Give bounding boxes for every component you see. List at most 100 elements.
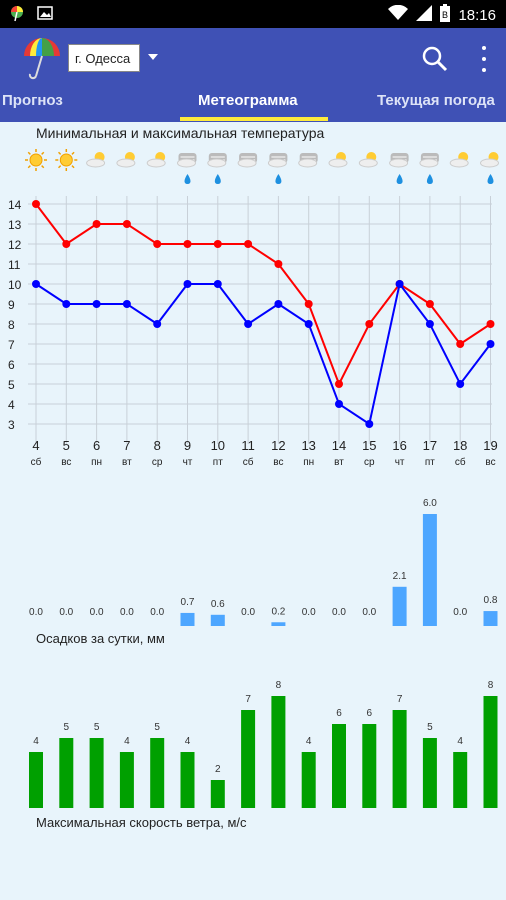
precip-value-label: 0.0 bbox=[90, 607, 104, 618]
wifi-icon bbox=[388, 4, 409, 25]
svg-text:B: B bbox=[442, 10, 448, 20]
wind-bar bbox=[180, 752, 195, 808]
overflow-menu-icon[interactable] bbox=[476, 46, 492, 72]
precip-value-label: 2.1 bbox=[393, 571, 407, 582]
weekday-label: сб bbox=[455, 456, 466, 468]
y-tick-label: 5 bbox=[8, 378, 15, 392]
wind-bar bbox=[301, 752, 316, 808]
app-bar: г. Одесса bbox=[0, 28, 506, 88]
y-tick-label: 13 bbox=[8, 218, 22, 232]
min-temp-point bbox=[244, 320, 253, 328]
x-tick-label: 18 bbox=[453, 438, 467, 453]
weekday-label: вс bbox=[273, 457, 283, 468]
precip-value-label: 0.0 bbox=[302, 607, 316, 618]
umbrella-logo-icon bbox=[20, 34, 64, 82]
precip-value-label: 0.0 bbox=[120, 607, 134, 618]
weekday-label: сб bbox=[243, 456, 254, 468]
x-tick-label: 4 bbox=[32, 438, 39, 453]
precip-bar bbox=[210, 614, 225, 626]
tab-bar: Прогноз Метеограмма Текущая погода bbox=[0, 88, 506, 122]
weekday-label: чт bbox=[395, 457, 405, 468]
city-selector[interactable]: г. Одесса bbox=[68, 44, 140, 72]
precip-value-label: 0.8 bbox=[484, 595, 498, 606]
precip-value-label: 6.0 bbox=[423, 498, 437, 509]
wind-value-label: 2 bbox=[215, 764, 221, 775]
precip-value-label: 0.0 bbox=[453, 607, 467, 618]
wind-bar bbox=[271, 696, 286, 808]
max-temp-point bbox=[304, 300, 313, 308]
precip-value-label: 0.2 bbox=[271, 606, 285, 617]
weekday-label: пт bbox=[425, 457, 435, 468]
wind-value-label: 4 bbox=[185, 736, 191, 747]
weekday-label: вс bbox=[61, 457, 71, 468]
max-temp-point bbox=[244, 240, 253, 248]
tab-current-weather[interactable]: Текущая погода bbox=[377, 92, 495, 109]
wind-bar bbox=[119, 752, 134, 808]
partly-cloudy-icon bbox=[86, 152, 106, 168]
min-temp-point bbox=[365, 420, 374, 428]
precip-bar bbox=[422, 514, 437, 626]
y-tick-label: 6 bbox=[8, 358, 15, 372]
weekday-label: вс bbox=[485, 457, 495, 468]
cloudy-icon bbox=[298, 153, 318, 168]
wind-value-label: 4 bbox=[457, 736, 463, 747]
weekday-label: пн bbox=[91, 457, 102, 468]
min-temp-point bbox=[274, 300, 283, 308]
min-temp-point bbox=[153, 320, 162, 328]
weekday-label: пт bbox=[213, 457, 223, 468]
tab-meteogram[interactable]: Метеограмма bbox=[198, 92, 298, 109]
wind-value-label: 5 bbox=[64, 722, 70, 733]
wind-chart-title: Максимальная скорость ветра, м/с bbox=[36, 815, 247, 830]
precip-value-label: 0.0 bbox=[332, 607, 346, 618]
x-tick-label: 12 bbox=[271, 438, 285, 453]
status-bar: B 18:16 bbox=[0, 0, 506, 28]
y-tick-label: 9 bbox=[8, 298, 15, 312]
wind-value-label: 7 bbox=[245, 694, 251, 705]
max-temp-point bbox=[365, 320, 374, 328]
weekday-label: сб bbox=[31, 456, 42, 468]
precip-value-label: 0.0 bbox=[29, 607, 43, 618]
search-icon[interactable] bbox=[420, 44, 450, 74]
x-tick-label: 13 bbox=[301, 438, 315, 453]
weekday-label: вт bbox=[122, 457, 132, 468]
max-temp-point bbox=[486, 320, 495, 328]
y-tick-label: 12 bbox=[8, 238, 22, 252]
weekday-label: ср bbox=[364, 457, 375, 468]
wind-bar bbox=[89, 738, 104, 808]
min-temp-point bbox=[335, 400, 343, 408]
max-temp-point bbox=[92, 220, 101, 228]
wind-bar bbox=[150, 738, 165, 808]
weekday-label: ср bbox=[152, 457, 163, 468]
wind-value-label: 5 bbox=[427, 722, 433, 733]
cloudy-rain-icon bbox=[177, 153, 197, 184]
wind-value-label: 8 bbox=[488, 680, 494, 691]
y-tick-label: 7 bbox=[8, 338, 15, 352]
precip-value-label: 0.6 bbox=[211, 599, 225, 610]
battery-icon: B bbox=[440, 4, 451, 26]
wind-bar bbox=[392, 710, 407, 808]
partly-cloudy-icon bbox=[146, 152, 166, 168]
min-temp-point bbox=[213, 280, 222, 288]
precipitation-chart-title: Осадков за сутки, мм bbox=[36, 631, 165, 646]
wind-bar bbox=[422, 738, 437, 808]
min-temp-point bbox=[395, 280, 404, 288]
precip-bar bbox=[483, 611, 498, 626]
y-tick-label: 8 bbox=[8, 318, 15, 332]
wind-bar bbox=[29, 752, 43, 808]
tab-forecast[interactable]: Прогноз bbox=[2, 92, 63, 109]
max-temp-point bbox=[274, 260, 283, 268]
max-temp-point bbox=[425, 300, 434, 308]
weekday-label: пн bbox=[303, 457, 314, 468]
x-tick-label: 9 bbox=[184, 438, 191, 453]
sun-icon bbox=[55, 149, 78, 171]
precip-bar bbox=[180, 612, 195, 626]
max-temp-point bbox=[153, 240, 162, 248]
cloudy-icon bbox=[237, 153, 258, 168]
precip-value-label: 0.0 bbox=[241, 607, 255, 618]
dropdown-arrow-icon[interactable] bbox=[148, 54, 158, 60]
weekday-label: чт bbox=[183, 457, 193, 468]
status-time: 18:16 bbox=[458, 6, 496, 24]
meteogram-chart: Минимальная и максимальная температура 3… bbox=[8, 125, 499, 830]
wind-value-label: 5 bbox=[94, 722, 100, 733]
min-temp-point bbox=[425, 320, 434, 328]
